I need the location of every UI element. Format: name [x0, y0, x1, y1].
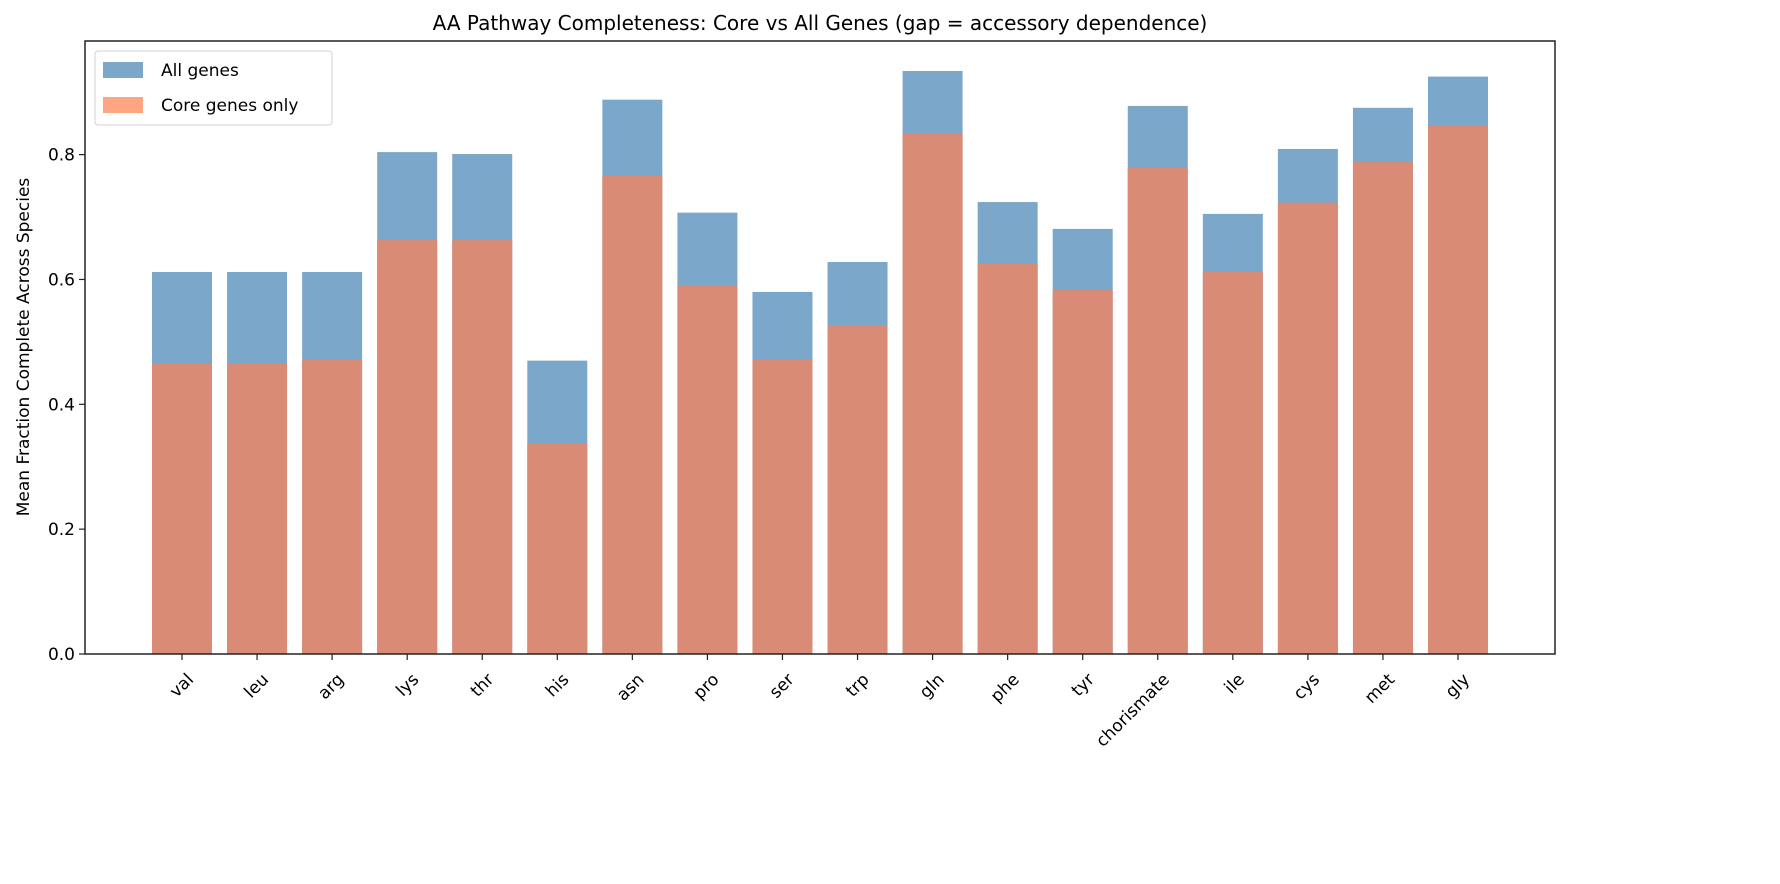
x-tick-label: chorismate	[1092, 670, 1173, 751]
bar-core-genes-val	[152, 363, 212, 654]
x-tick-label: leu	[241, 670, 274, 703]
x-tick-label: arg	[314, 670, 348, 704]
y-tick-label: 0.2	[48, 520, 75, 540]
bar-core-genes-phe	[977, 263, 1038, 654]
bar-core-genes-chorismate	[1127, 167, 1188, 655]
bar-core-genes-cys	[1277, 202, 1338, 654]
chart-title: AA Pathway Completeness: Core vs All Gen…	[433, 11, 1208, 35]
bar-core-genes-trp	[827, 325, 888, 654]
y-tick-label: 0.4	[48, 395, 75, 415]
plot-frame	[84, 40, 1556, 655]
x-tick-label: pro	[690, 670, 724, 704]
y-tick-label: 0.0	[48, 645, 75, 665]
legend-label-all-genes: All genes	[161, 61, 239, 81]
bar-core-genes-met	[1352, 162, 1413, 654]
legend: All genes Core genes only	[94, 50, 333, 126]
x-tick-label: tyr	[1068, 670, 1099, 701]
x-tick-label: ile	[1221, 670, 1249, 698]
x-tick-label: met	[1361, 670, 1399, 708]
x-tick-label: thr	[467, 670, 498, 701]
x-tick-label: trp	[842, 670, 873, 701]
bar-core-genes-lys	[377, 240, 438, 655]
x-tick-label: gln	[916, 670, 949, 703]
x-tick-label: val	[166, 670, 198, 702]
x-tick-label: phe	[987, 670, 1024, 707]
x-tick-label: gly	[1442, 670, 1474, 702]
x-tick-label: ser	[766, 670, 799, 703]
legend-box	[94, 50, 333, 126]
bar-core-genes-gln	[902, 134, 963, 654]
x-tick-label: cys	[1290, 670, 1324, 704]
bar-core-genes-pro	[677, 285, 738, 654]
bar-chart: AA Pathway Completeness: Core vs All Gen…	[14, 11, 1556, 751]
y-tick-label: 0.8	[48, 146, 75, 166]
bar-core-genes-gly	[1428, 125, 1488, 655]
bar-core-genes-ile	[1202, 271, 1263, 654]
y-axis-label: Mean Fraction Complete Across Species	[14, 178, 34, 517]
x-tick-label: lys	[392, 670, 423, 701]
legend-swatch-core-genes	[103, 97, 143, 113]
legend-label-core-genes: Core genes only	[161, 96, 298, 116]
x-tick-label: asn	[613, 670, 648, 705]
legend-swatch-all-genes	[103, 62, 143, 78]
bar-core-genes-ser	[752, 359, 813, 654]
bar-core-genes-thr	[452, 240, 513, 655]
bar-core-genes-leu	[227, 363, 288, 654]
bar-core-genes-arg	[302, 359, 363, 654]
bar-core-genes-tyr	[1052, 290, 1113, 654]
bar-core-genes-asn	[602, 175, 663, 655]
x-tick-label: his	[542, 670, 573, 701]
y-tick-label: 0.6	[48, 270, 75, 290]
bar-core-genes-his	[527, 443, 588, 654]
